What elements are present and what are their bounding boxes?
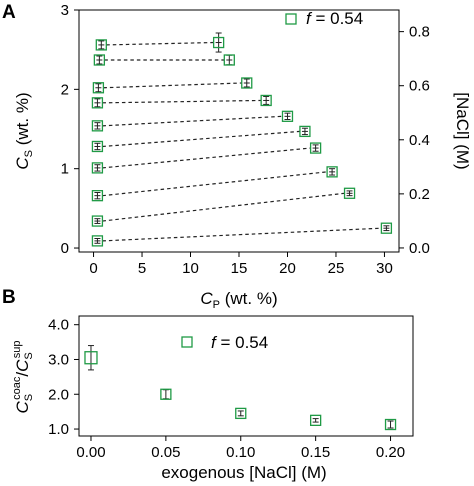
panel-a-y-tick-label: 2: [61, 81, 69, 98]
panel-a-point: [91, 140, 104, 153]
panel-a-point: [299, 125, 311, 138]
panel-a-point: [91, 162, 104, 174]
panel-b-point: [84, 351, 98, 365]
panel-a-legend: f = 0.54: [285, 9, 363, 28]
panel-a-x-tick-label: 20: [279, 260, 296, 277]
panel-b-point: [384, 418, 397, 431]
panel-a-point: [326, 166, 338, 178]
panel-b-y-label: CScoac/CSsup: [11, 341, 35, 414]
panel-a-y-label-main: C: [13, 157, 32, 170]
panel-a-y2-tick-label: 0.4: [409, 132, 430, 149]
panel-a-x-tick-label: 15: [231, 260, 248, 277]
panel-a-x-tick-label: 30: [376, 260, 393, 277]
panel-b-x-tick-label: 0.15: [301, 444, 330, 461]
panel-b-legend: f = 0.54: [181, 333, 268, 352]
panel-a-y2-tick-label: 0.6: [409, 78, 430, 95]
panel-a-legend-marker: [285, 13, 297, 25]
panel-a-point: [95, 39, 107, 51]
panel-b-legend-f: f: [211, 333, 218, 352]
panel-b-x-tick-label: 0.00: [76, 444, 105, 461]
panel-b-y-label-sub2: S: [23, 352, 35, 359]
panel-a-y-label-sub: S: [23, 150, 35, 157]
panel-b-points: [84, 345, 397, 431]
panel-b-x-tick-label: 0.20: [376, 444, 405, 461]
panel-a-x-tick-label: 0: [89, 260, 97, 277]
panel-a-x-label-sub: P: [213, 299, 220, 311]
panel-b: B 0.00 0.05 0.10 0.15 0.20 1.0 2.0 3.0 4.0 f = 0…: [2, 287, 414, 482]
panel-a-tie-line: [102, 147, 311, 169]
panel-a-point: [241, 77, 253, 89]
panel-b-x-tick-label: 0.05: [151, 444, 180, 461]
panel-a-point: [91, 120, 104, 132]
panel-b-x-label: exogenous [NaCl] (M): [161, 463, 326, 482]
panel-b-y-label-sup2: sup: [11, 341, 23, 359]
panel-b-y-label-main1: C: [13, 400, 32, 413]
panel-a-point: [91, 235, 104, 247]
panel-b-legend-value: = 0.54: [216, 333, 268, 352]
panel-b-y-tick-label: 3.0: [48, 351, 69, 368]
panel-a-point: [281, 110, 294, 122]
panel-a: A 0 5 10 15 20 25 30 0 1 2 3 0.0 0.2 0.4 0.6 0.8 f = 0.…: [2, 2, 472, 311]
panel-a-x-label-rest: (wt. %): [220, 289, 278, 308]
panel-a-x-tick-label: 25: [328, 260, 345, 277]
panel-a-tie-line: [102, 192, 345, 222]
panel-a-tie-line: [103, 82, 242, 89]
panel-a-point: [93, 54, 106, 66]
panel-a-letter: A: [2, 2, 16, 23]
panel-b-frame: [78, 315, 414, 437]
panel-a-point: [92, 82, 105, 94]
panel-a-point: [223, 54, 235, 66]
panel-b-y-tick-label: 4.0: [48, 317, 69, 334]
panel-a-legend-value: = 0.54: [311, 9, 363, 28]
panel-b-point: [160, 388, 172, 400]
panel-a-x-tick-label: 10: [182, 260, 199, 277]
panel-b-point: [309, 414, 322, 426]
panel-a-legend-f: f: [306, 9, 313, 28]
panel-b-y-tick-label: 2.0: [48, 386, 69, 403]
panel-b-y-label-slash: /: [13, 372, 32, 377]
panel-a-y2-label: [NaCl] (M): [453, 92, 472, 169]
panel-b-y-label-sub1: S: [23, 394, 35, 401]
panel-a-y-tick-label: 1: [61, 161, 69, 178]
panel-b-y-tick-label: 1.0: [48, 421, 69, 438]
panel-b-ticks: 0.00 0.05 0.10 0.15 0.20 1.0 2.0 3.0 4.0: [48, 317, 405, 461]
panel-a-frame: [78, 9, 400, 253]
panel-a-x-label: CP (wt. %): [200, 289, 277, 311]
panel-a-y-label: CS (wt. %): [13, 92, 35, 169]
panel-a-tie-line: [102, 99, 262, 104]
panel-b-legend-text: f = 0.54: [211, 333, 268, 352]
panel-a-point: [343, 187, 356, 199]
panel-a-tie-line: [102, 227, 382, 242]
panel-a-x-label-main: C: [200, 289, 213, 308]
panel-a-point: [260, 94, 272, 107]
panel-b-letter: B: [2, 287, 16, 308]
panel-b-x-tick-label: 0.10: [226, 444, 255, 461]
panel-a-y-tick-label: 0: [61, 240, 69, 257]
panel-b-legend-marker: [181, 336, 193, 348]
panel-a-ticks: 0 5 10 15 20 25 30 0 1 2 3 0.0 0.2 0.4 0.6 0.8: [61, 2, 430, 277]
panel-a-y-label-rest: (wt. %): [13, 92, 32, 150]
panel-a-tie-line: [102, 115, 283, 127]
panel-a-point: [309, 142, 322, 154]
panel-a-point: [91, 190, 104, 202]
panel-a-tie-lines: [102, 41, 382, 242]
panel-a-legend-text: f = 0.54: [306, 9, 363, 28]
panel-a-tie-line: [102, 171, 328, 197]
panel-a-y2-tick-label: 0.8: [409, 24, 430, 41]
panel-a-y2-tick-label: 0.0: [409, 240, 430, 257]
panel-a-x-tick-label: 5: [138, 260, 146, 277]
panel-b-y-label-main2: C: [13, 359, 32, 372]
panel-a-y2-tick-label: 0.2: [409, 186, 430, 203]
panel-a-point: [91, 97, 104, 109]
panel-b-y-label-sup1: coac: [11, 376, 23, 400]
panel-a-point: [380, 222, 393, 234]
panel-b-point: [235, 407, 247, 420]
panel-a-y-tick-label: 3: [61, 2, 69, 19]
panel-a-tie-line: [106, 41, 214, 46]
panel-a-points: [91, 32, 393, 247]
panel-a-point: [212, 36, 225, 49]
panel-a-tie-line: [102, 130, 300, 148]
panel-a-point: [91, 215, 104, 227]
